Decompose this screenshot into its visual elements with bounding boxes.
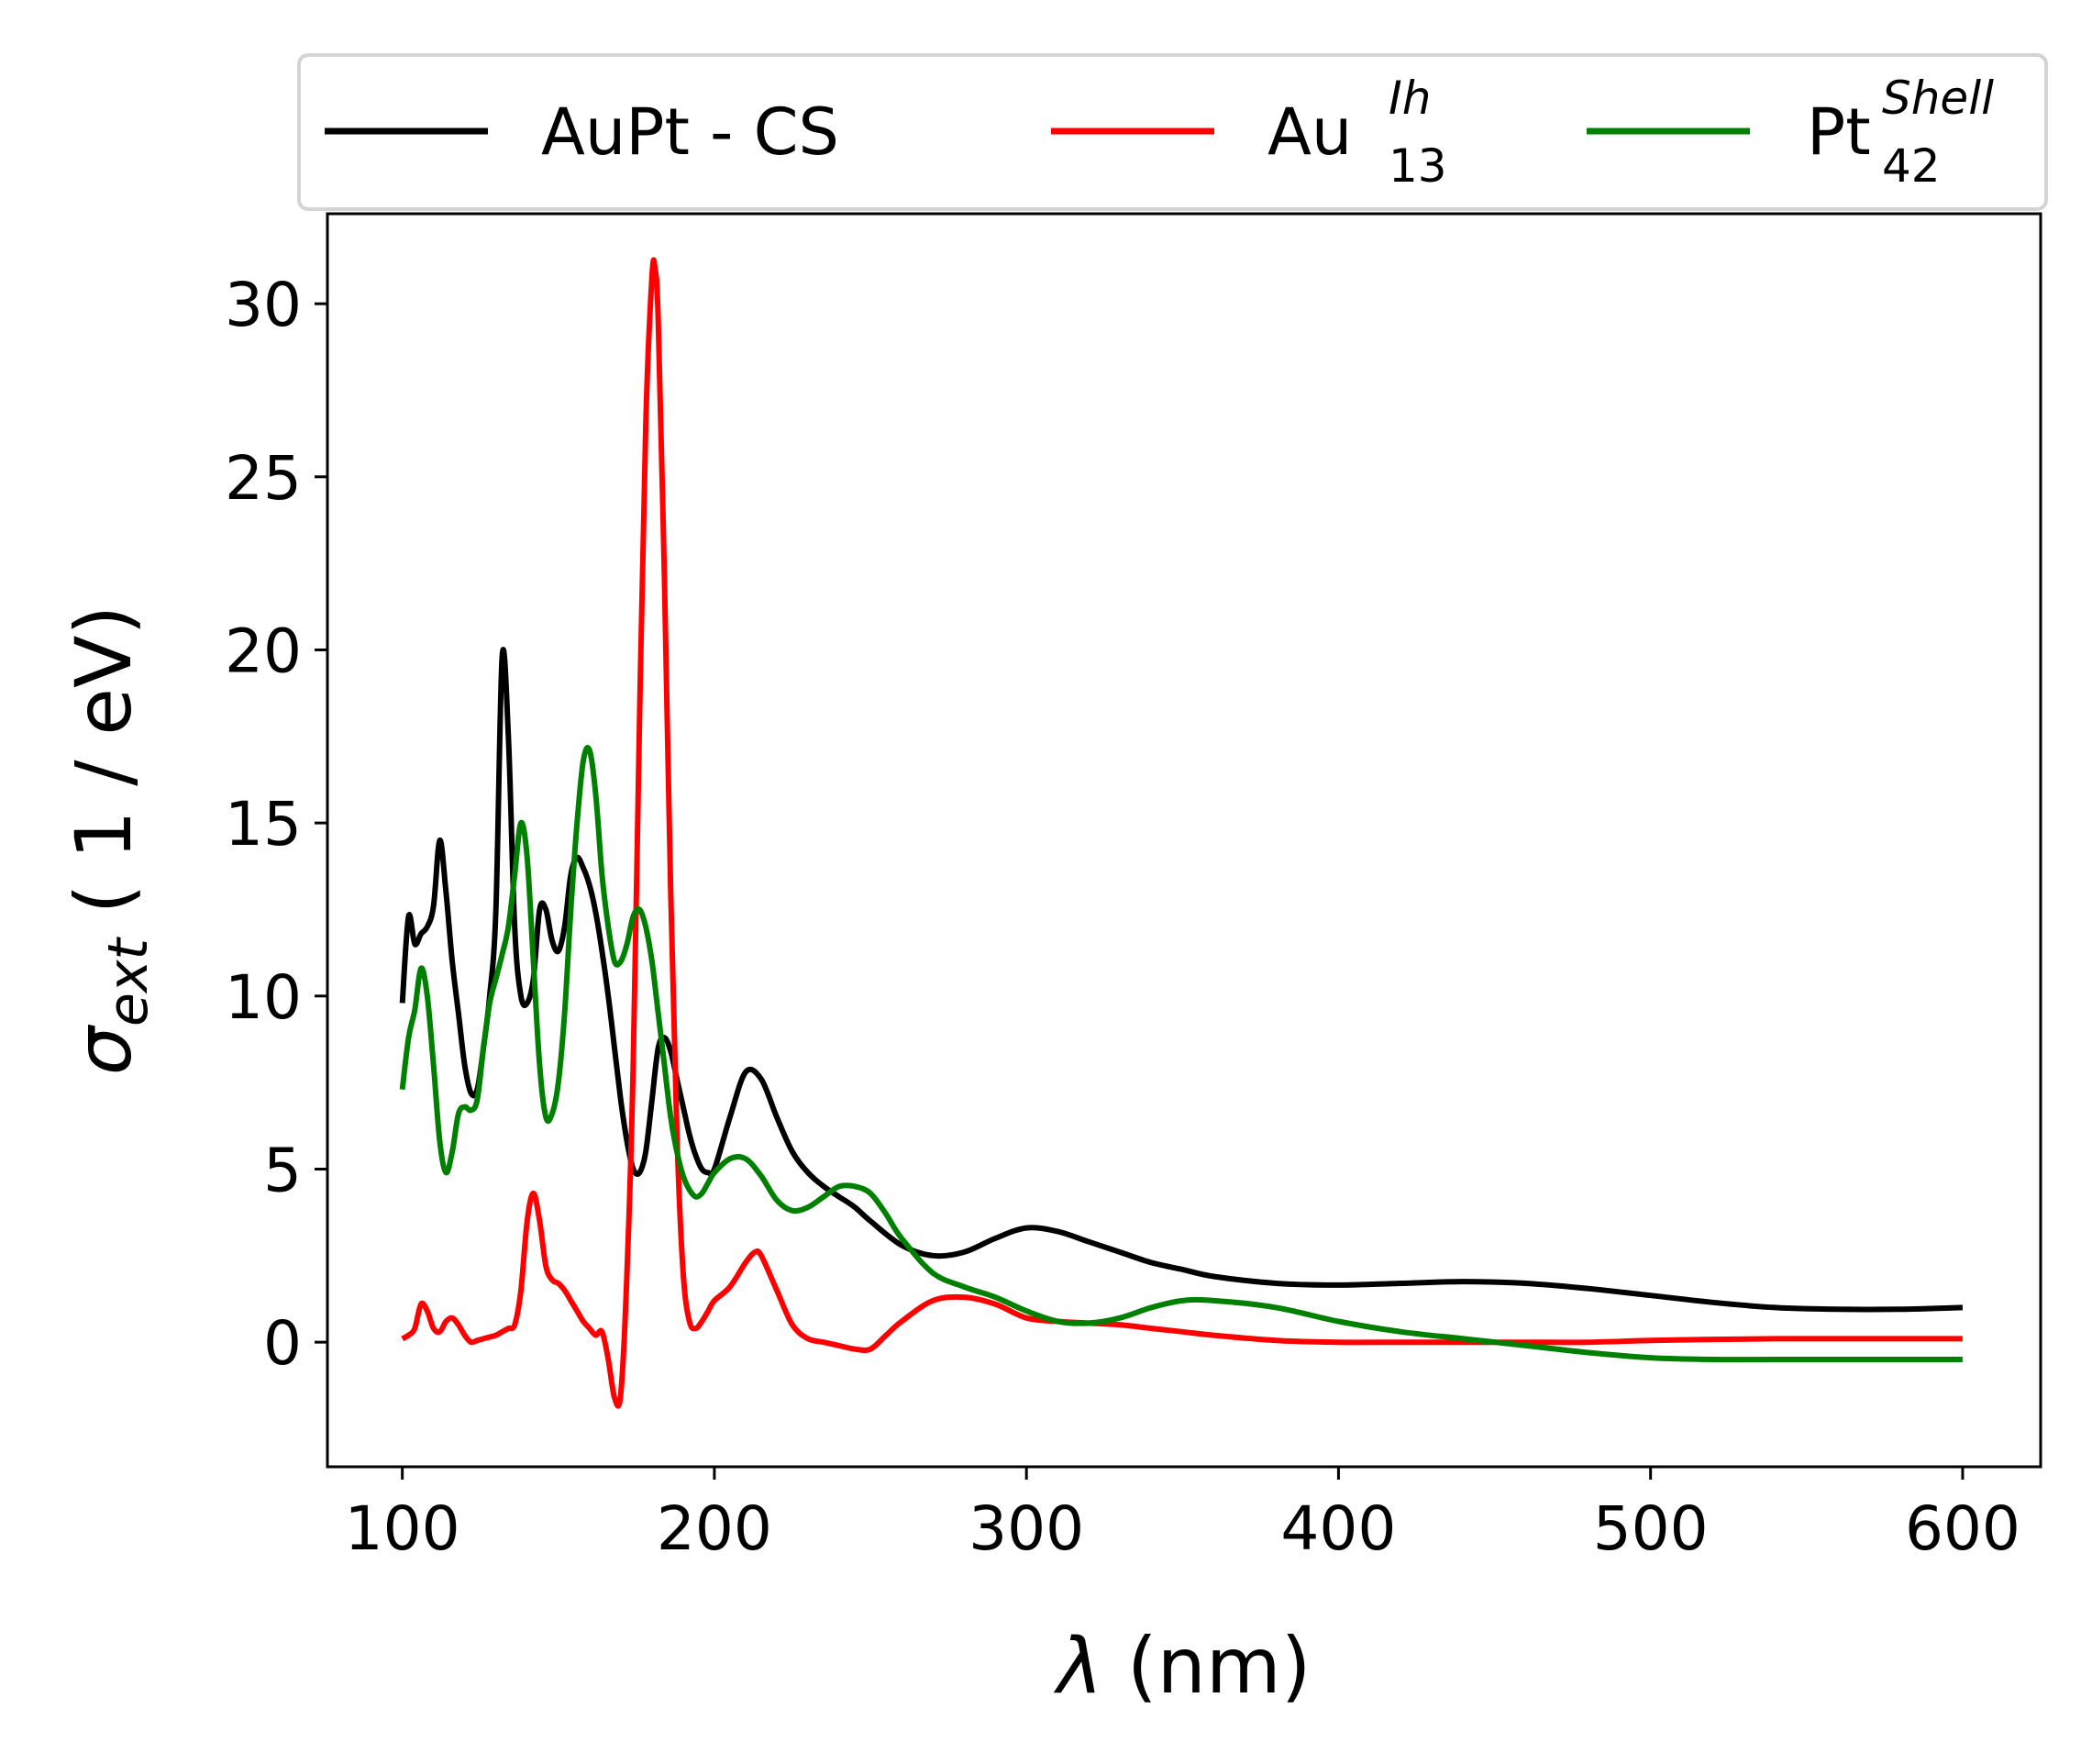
x-tick-label: 500 [1593, 1493, 1709, 1564]
y-tick-label: 30 [225, 270, 302, 340]
legend: AuPt - CS Au 13Ih Pt 42Shell [297, 53, 2048, 211]
x-axis: 100 200 300 400 500 600 [345, 1467, 2020, 1564]
legend-label-au13: Au 13Ih [1267, 72, 1447, 193]
y-axis-label: σext ( 1 / eV) [59, 605, 160, 1075]
x-tick-label: 100 [345, 1493, 460, 1564]
x-tick-label: 600 [1905, 1493, 2020, 1564]
legend-label-pt42: Pt 42Shell [1807, 72, 1994, 193]
x-tick-label: 200 [657, 1493, 772, 1564]
y-tick-label: 15 [225, 789, 302, 860]
x-tick-label: 300 [969, 1493, 1084, 1564]
x-tick-label: 400 [1280, 1493, 1396, 1564]
series-lines [399, 257, 1963, 1409]
legend-label-aupt-cs: AuPt - CS [541, 94, 839, 170]
series-line-1 [401, 257, 1963, 1409]
plot-frame [326, 212, 2042, 1469]
y-tick-label: 10 [225, 962, 302, 1033]
y-tick-label: 5 [263, 1135, 302, 1205]
y-tick-label: 25 [225, 443, 302, 514]
x-axis-label: λ (nm) [1053, 1621, 1311, 1711]
y-tick-label: 20 [225, 616, 302, 686]
series-line-2 [399, 745, 1963, 1363]
y-axis: 0 5 10 15 20 25 30 [225, 270, 327, 1379]
y-tick-label: 0 [263, 1308, 302, 1379]
